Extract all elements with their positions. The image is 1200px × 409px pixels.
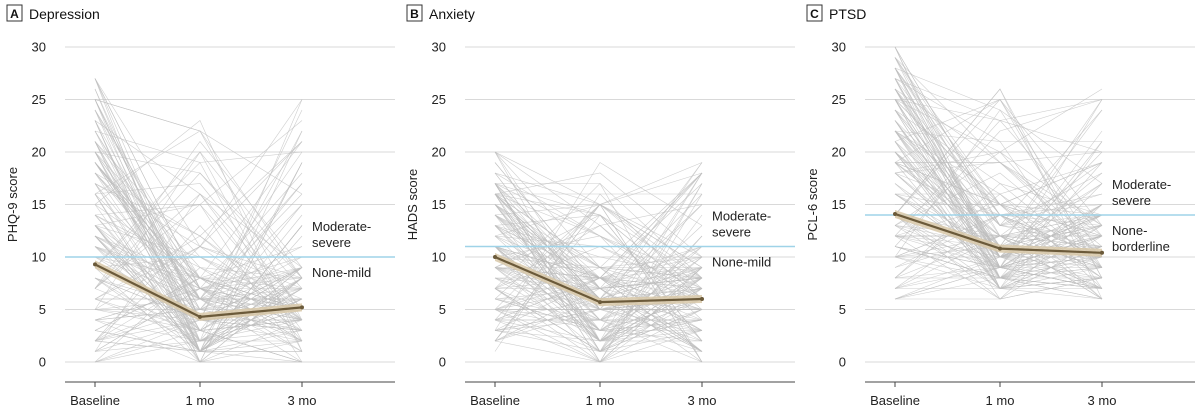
panel-depression: A Depression 0 5 10 15 20 25 30 PHQ-9 score Baseli…	[0, 0, 400, 409]
y-tick-label: 0	[839, 355, 846, 370]
panel-title: Anxiety	[429, 6, 475, 22]
individual-line	[894, 99, 1103, 258]
individual-line	[94, 225, 302, 352]
individual-trajectories	[494, 151, 703, 363]
individual-line	[494, 183, 703, 353]
y-tick-label: 20	[32, 145, 46, 160]
y-tick-label: 10	[432, 250, 446, 265]
y-tick-label: 15	[32, 197, 46, 212]
y-tick-label: 10	[832, 250, 846, 265]
individual-line	[495, 309, 703, 342]
y-tick-label: 0	[39, 355, 46, 370]
individual-line	[94, 151, 303, 279]
x-tick-label: 3 mo	[1088, 393, 1117, 408]
individual-line	[894, 67, 1103, 268]
x-tick-label: Baseline	[70, 393, 120, 408]
panel-anxiety: B Anxiety 0 5 10 15 20 25 30 HADS score Baseline 1 …	[400, 0, 800, 409]
individual-line	[894, 141, 1103, 300]
individual-line	[94, 141, 303, 310]
individual-line	[894, 246, 1103, 279]
individual-line	[94, 246, 303, 310]
y-tick-label: 5	[839, 302, 846, 317]
y-tick-label: 20	[832, 145, 846, 160]
individual-line	[894, 120, 1103, 237]
y-tick-label: 5	[39, 302, 46, 317]
x-tick-label: 3 mo	[288, 393, 317, 408]
individual-line	[894, 78, 1103, 216]
x-tick-label: 1 mo	[186, 393, 215, 408]
mean-point	[198, 314, 202, 319]
chart-svg-a: A Depression 0 5 10 15 20 25 30 PHQ-9 score Baseli…	[5, 4, 395, 408]
individual-line	[894, 151, 1103, 237]
individual-line	[94, 162, 303, 363]
x-tick-label: 3 mo	[688, 393, 717, 408]
individual-line	[94, 151, 303, 268]
individual-line	[494, 256, 703, 342]
mean-ci-band	[495, 253, 702, 307]
panel-title: PTSD	[829, 6, 866, 22]
panel-letter: C	[810, 7, 819, 21]
panel-title: Depression	[29, 6, 100, 22]
x-tick-label: Baseline	[870, 393, 920, 408]
x-tick-label: 1 mo	[586, 393, 615, 408]
chart-svg-b: B Anxiety 0 5 10 15 20 25 30 HADS score Baseline 1 …	[405, 4, 795, 408]
y-tick-label: 25	[832, 92, 846, 107]
mean-point	[93, 262, 97, 267]
zone-label-above: Moderate-severe	[312, 219, 371, 250]
individual-line	[894, 67, 1103, 268]
panel-letter-badge	[806, 4, 823, 22]
y-tick-label: 10	[32, 250, 46, 265]
y-tick-label: 25	[432, 92, 446, 107]
individual-line	[894, 130, 1102, 142]
individual-line	[94, 183, 303, 321]
zone-label-below: None-mild	[312, 265, 371, 280]
mean-point	[598, 300, 602, 305]
panel-letter-badge	[406, 4, 423, 22]
y-tick-label: 30	[32, 40, 46, 55]
y-tick-label: 15	[432, 197, 446, 212]
mean-point	[1100, 250, 1104, 255]
individual-line	[494, 204, 703, 289]
mean-point	[700, 297, 704, 301]
mean-point	[998, 246, 1002, 251]
panel-letter-badge	[6, 4, 23, 22]
y-tick-label: 5	[439, 302, 446, 317]
individual-trajectories	[94, 78, 303, 363]
individual-line	[895, 162, 1103, 247]
y-axis-label: PHQ-9 score	[5, 167, 20, 242]
individual-line	[494, 151, 703, 363]
y-axis-label: HADS score	[405, 169, 420, 241]
mean-point	[893, 211, 897, 216]
panel-letter: B	[410, 7, 419, 21]
individual-trajectories	[894, 46, 1103, 300]
panel-ptsd: C PTSD 0 5 10 15 20 25 30 PCL-6 score Baseline 1 mo…	[800, 0, 1200, 409]
y-tick-label: 20	[432, 145, 446, 160]
zone-label-below: None-mild	[712, 255, 771, 270]
chart-svg-c: C PTSD 0 5 10 15 20 25 30 PCL-6 score Baseline 1 mo…	[805, 4, 1195, 408]
individual-line	[894, 162, 1103, 289]
mean-point	[493, 255, 497, 259]
zone-label-above: Moderate-severe	[1112, 177, 1171, 208]
panel-letter: A	[10, 7, 19, 21]
individual-line	[94, 214, 303, 331]
y-axis-label: PCL-6 score	[805, 168, 820, 240]
y-tick-label: 30	[832, 40, 846, 55]
mean-point	[300, 305, 304, 310]
zone-label-above: Moderate-severe	[712, 209, 771, 240]
individual-line	[894, 46, 1103, 247]
y-tick-label: 0	[439, 355, 446, 370]
x-tick-label: 1 mo	[986, 393, 1015, 408]
y-tick-label: 30	[432, 40, 446, 55]
y-tick-label: 15	[832, 197, 846, 212]
zone-label-below: None-borderline	[1112, 223, 1170, 254]
x-tick-label: Baseline	[470, 393, 520, 408]
y-tick-label: 25	[32, 92, 46, 107]
